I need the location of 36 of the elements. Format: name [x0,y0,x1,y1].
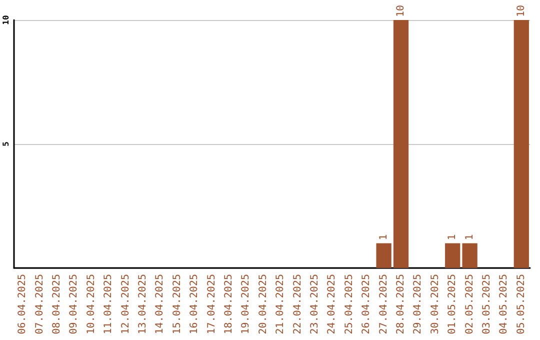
x-tick-label: 30.04.2025 [430,274,441,334]
x-tick-label: 29.04.2025 [412,274,424,334]
x-tick-label: 11.04.2025 [103,274,114,334]
x-tick-label: 04.05.2025 [498,274,510,334]
data-label: 1 [464,234,476,240]
x-tick-label: 09.04.2025 [68,274,80,334]
x-tick-label: 18.04.2025 [224,274,234,334]
x-tick-label: 19.04.2025 [240,274,252,334]
x-tick-label: 26.04.2025 [361,274,372,334]
x-tick-label: 14.04.2025 [154,274,166,334]
data-label: 10 [516,4,527,17]
x-tick-label: 22.04.2025 [292,274,304,334]
x-tick-label: 23.04.2025 [310,274,320,334]
x-tick-label: 06.04.2025 [17,274,28,334]
x-tick-label: 15.04.2025 [172,274,183,334]
x-tick-label: 28.04.2025 [396,274,406,334]
x-tick-label: 27.04.2025 [378,274,390,334]
x-tick-label: 10.04.2025 [86,274,97,334]
x-tick-label: 16.04.2025 [189,274,200,334]
x-tick-label: 05.05.2025 [516,274,527,334]
data-label: 1 [378,234,390,240]
x-tick-label: 25.04.2025 [344,274,355,334]
x-tick-label: 01.05.2025 [447,274,458,334]
x-tick-label: 03.05.2025 [482,274,492,334]
x-tick-label: 20.04.2025 [258,274,269,334]
x-tick-label: 12.04.2025 [120,274,132,334]
data-label: 10 [396,4,406,17]
data-label: 1 [447,234,458,240]
x-tick-label: 13.04.2025 [138,274,148,334]
x-tick-label: 21.04.2025 [275,274,286,334]
x-tick-label: 07.04.2025 [34,274,46,334]
x-tick-label: 02.05.2025 [464,274,476,334]
x-tick-label: 08.04.2025 [52,274,62,334]
y-tick-label: 5 [2,141,10,146]
x-tick-label: 17.04.2025 [206,274,218,334]
x-tick-label: 24.04.2025 [326,274,338,334]
